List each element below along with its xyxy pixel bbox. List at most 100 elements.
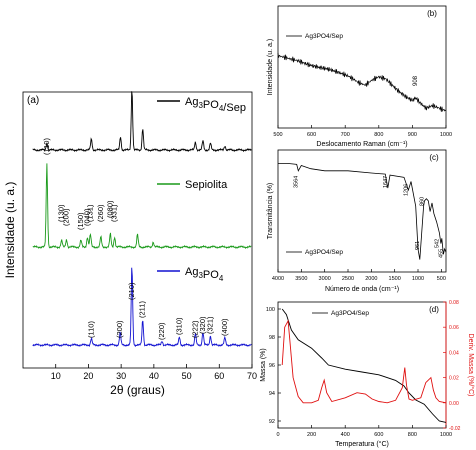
- plot-frame: [277, 301, 447, 429]
- y-right-tick-label: 0.00: [449, 401, 459, 407]
- derivative-line: [281, 319, 447, 404]
- x-tick-label: 20: [83, 371, 93, 381]
- series-line-0: [32, 91, 252, 153]
- x-tick-label: 3500: [295, 276, 307, 282]
- band-label: 908: [413, 75, 419, 86]
- peak-label-ag3po4: (110): [86, 321, 95, 338]
- x-tick-label: 1000: [440, 432, 452, 438]
- x-axis-title: Temperatura (°C): [335, 440, 389, 448]
- series-line-2: [32, 267, 252, 348]
- y-axis-title: Intensidade (u. a.): [267, 39, 274, 95]
- x-tick-label: 2500: [342, 276, 354, 282]
- x-tick-label: 1000: [440, 132, 452, 138]
- raman-line: [277, 52, 447, 113]
- x-tick-label: 200: [307, 432, 316, 438]
- x-tick-label: 3000: [319, 276, 331, 282]
- x-tick-label: 600: [374, 432, 383, 438]
- peak-label-sepiolita: (130): [57, 204, 66, 222]
- peak-label-ag3po4: (321): [205, 316, 214, 334]
- panel-label: (b): [427, 9, 437, 18]
- peak-label-ag3po4: (310): [174, 317, 183, 335]
- y-tick-label: 94: [269, 391, 275, 397]
- x-tick-label: 500: [273, 132, 282, 138]
- peak-label-sepiolita: (080): [105, 200, 114, 218]
- y-axis-title: Transmitância (%): [267, 183, 274, 240]
- legend-label-0: Ag3PO4/Sep: [185, 96, 246, 114]
- tga-panel-d: (d) 0 200 400 600 800 1000 92 94 96 98 100 -0.02 0.00…: [260, 300, 475, 448]
- x-tick-label: 600: [307, 132, 316, 138]
- peak-label-ag3po4: (320): [198, 316, 207, 334]
- band-label: 542: [434, 239, 440, 248]
- band-label: 3564: [293, 176, 299, 188]
- x-tick-label: 1500: [389, 276, 401, 282]
- mass-line: [281, 308, 447, 423]
- x-tick-label: 400: [341, 432, 350, 438]
- peak-label-sepiolita: (260): [96, 204, 105, 222]
- panel-label: (d): [429, 305, 439, 314]
- y-right-axis-title: Deriv. Massa (%/°C): [467, 334, 475, 397]
- peak-label-sepiolita: (200): [62, 208, 71, 226]
- peak-label-sepiolita: (150): [76, 212, 85, 230]
- peak-label-sepiolita: (110): [42, 138, 51, 155]
- x-tick-label: 4000: [272, 276, 284, 282]
- y-right-tick-label: 0.02: [449, 376, 459, 382]
- x-tick-label: 2000: [365, 276, 377, 282]
- legend-label: Ag3PO4/Sep: [305, 33, 343, 40]
- plot-frame: [22, 91, 253, 369]
- peak-label-ag3po4: (220): [157, 322, 166, 340]
- band-label: 455: [438, 249, 444, 258]
- x-tick-label: 60: [214, 371, 224, 381]
- y-axis-title: Intensidade (u. a.): [3, 182, 17, 279]
- peak-label-sepiolita: (040): [82, 208, 91, 226]
- x-axis-title: Número de onda (cm⁻¹): [325, 286, 399, 293]
- x-tick-label: 700: [341, 132, 350, 138]
- peak-label-sepiolita: (131): [85, 204, 94, 222]
- x-axis-title: Deslocamento Raman (cm⁻¹): [316, 141, 407, 148]
- series-line-1: [32, 163, 252, 250]
- xrd-panel-a: (a) 10 20 30 40 50 60 70 2θ (graus) Intensidade (…: [3, 91, 257, 397]
- y-tick-label: 92: [269, 419, 275, 425]
- band-label: 1647: [383, 176, 389, 188]
- peak-label-ag3po4: (210): [127, 282, 136, 300]
- x-tick-label: 40: [149, 371, 159, 381]
- x-tick-label: 900: [408, 132, 417, 138]
- legend-label-2: Ag3PO4: [185, 266, 224, 283]
- x-tick-label: 800: [374, 132, 383, 138]
- panel-label: (c): [429, 153, 439, 162]
- panel-label: (a): [27, 95, 39, 106]
- plot-frame: [277, 5, 447, 129]
- y-axis-title: Massa (%): [260, 348, 267, 381]
- y-tick-label: 98: [269, 335, 275, 341]
- peak-label-sepiolita: (331): [110, 204, 119, 222]
- y-tick-label: 96: [269, 363, 275, 369]
- legend-label: Ag3PO4/Sep: [331, 310, 369, 317]
- peak-label-ag3po4: (222): [190, 320, 199, 338]
- peak-label-ag3po4: (200): [115, 320, 124, 338]
- y-right-tick-label: 0.08: [449, 300, 459, 306]
- x-axis-title: 2θ (graus): [110, 383, 165, 397]
- y-right-tick-label: 0.04: [449, 350, 459, 356]
- legend-label-1: Sepiolita: [185, 179, 228, 191]
- x-tick-label: 70: [247, 371, 257, 381]
- legend-label: Ag3PO4/Sep: [305, 249, 343, 256]
- y-right-tick-label: 0.06: [449, 325, 459, 331]
- band-label: 961: [415, 241, 421, 250]
- band-label: 860: [420, 197, 426, 206]
- raman-panel-b: (b) 500 600 700 800 900 1000 Deslocamento Raman…: [267, 5, 452, 148]
- x-tick-label: 30: [116, 371, 126, 381]
- y-right-tick-label: -0.02: [449, 426, 461, 432]
- peak-label-ag3po4: (400): [220, 318, 229, 336]
- x-tick-label: 1000: [412, 276, 424, 282]
- plot-frame: [277, 149, 447, 273]
- ftir-panel-c: (c) 4000 3500 3000 2500 2000 1500 1000 500 Número…: [267, 149, 447, 293]
- peak-label-ag3po4: (211): [138, 301, 147, 318]
- ftir-line: [278, 162, 447, 260]
- x-tick-label: 800: [408, 432, 417, 438]
- band-label: 1206: [403, 184, 409, 196]
- x-tick-label: 0: [276, 432, 279, 438]
- x-tick-label: 10: [51, 371, 61, 381]
- x-tick-label: 500: [437, 276, 446, 282]
- y-tick-label: 100: [266, 307, 275, 313]
- x-tick-label: 50: [182, 371, 192, 381]
